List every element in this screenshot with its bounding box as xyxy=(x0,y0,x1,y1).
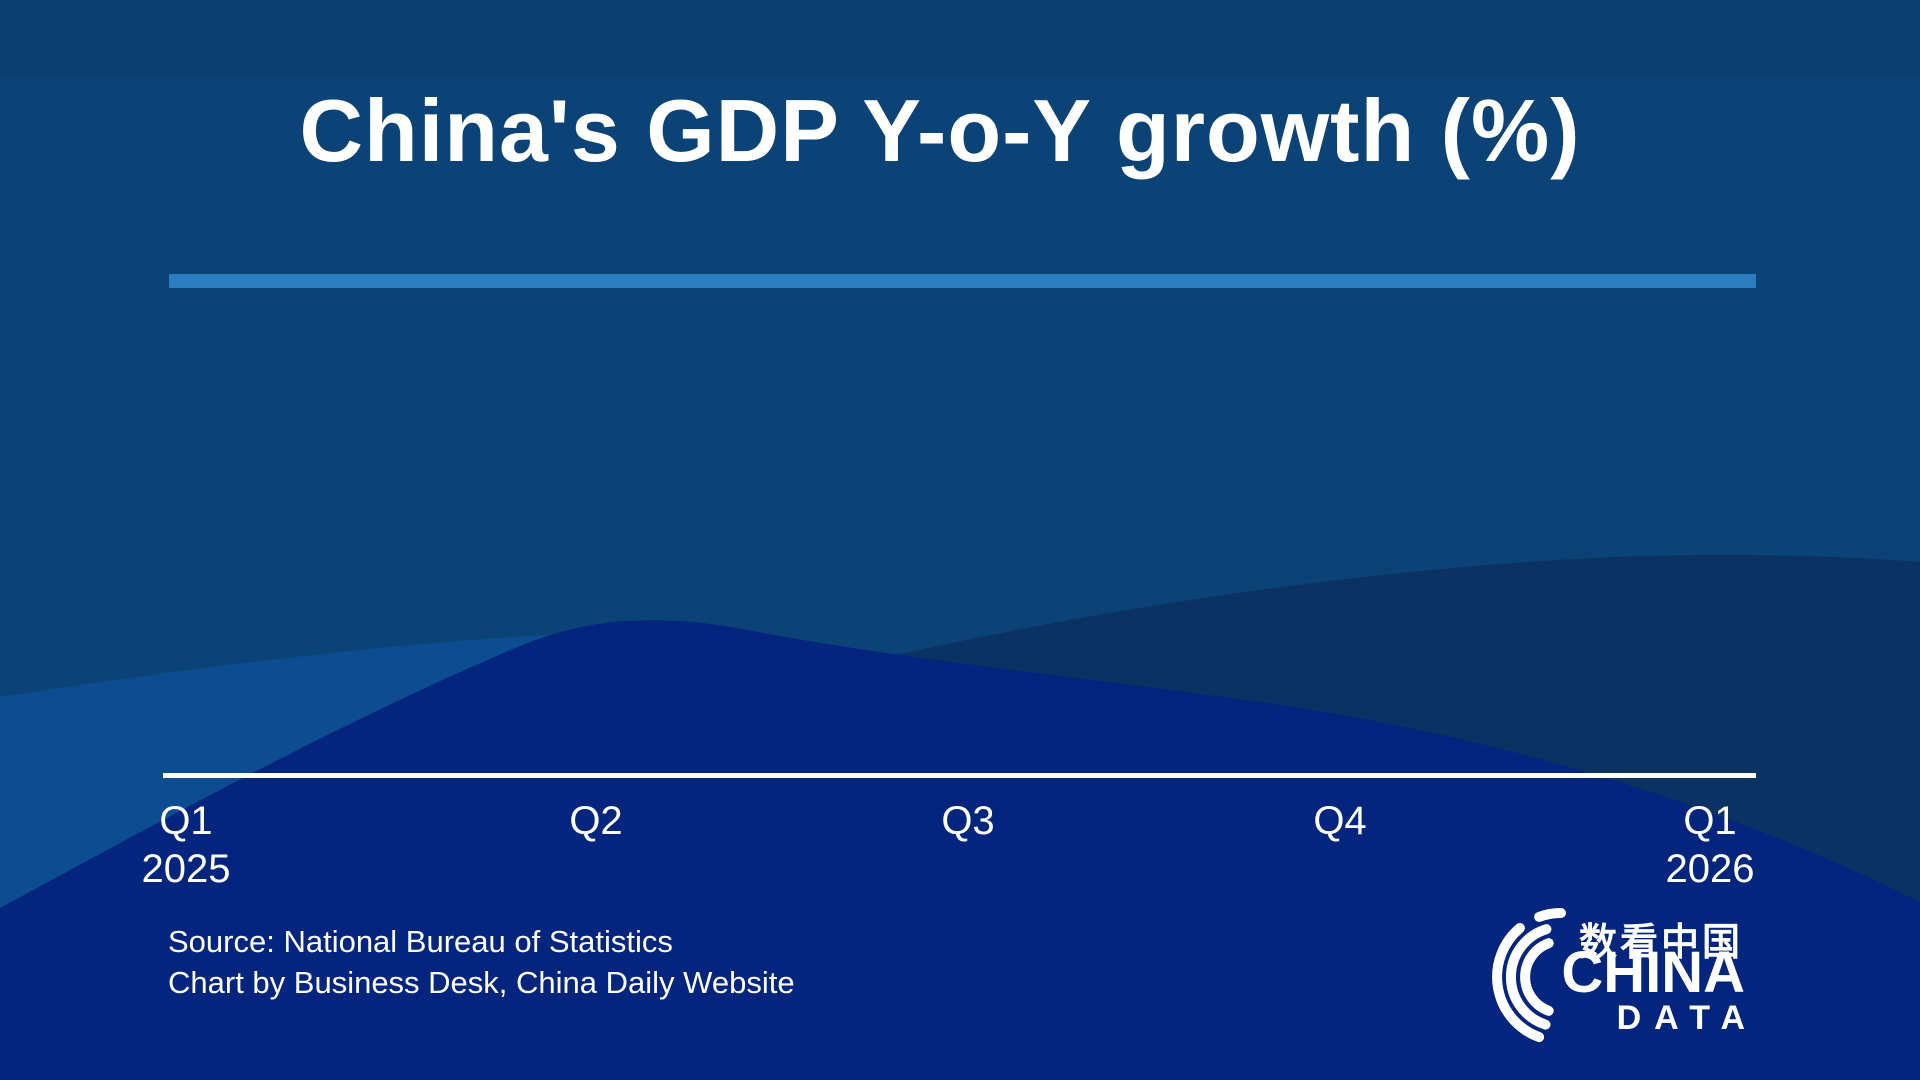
axis-tick-q1-2026: Q1 2026 xyxy=(1590,798,1830,892)
source-attribution: Source: National Bureau of Statistics Ch… xyxy=(168,921,795,1003)
wave-royal-blue xyxy=(0,620,1920,1080)
source-line: Source: National Bureau of Statistics xyxy=(168,924,673,959)
logo-china-text: CHINA xyxy=(1561,940,1745,1005)
axis-tick-quarter-label: Q1 xyxy=(159,799,213,843)
axis-tick-q4: Q4 xyxy=(1220,798,1460,846)
axis-tick-q1-2025: Q1 2025 xyxy=(66,798,306,892)
logo-chinese-text: 数看中国 xyxy=(1578,922,1743,964)
radar-arcs-icon xyxy=(1492,908,1566,1043)
axis-tick-q2: Q2 xyxy=(476,798,716,846)
x-axis-line xyxy=(163,773,1756,778)
logo-data-text: DATA xyxy=(1616,999,1758,1037)
axis-tick-quarter-label: Q3 xyxy=(941,799,995,843)
axis-tick-quarter-label: Q4 xyxy=(1313,799,1367,843)
axis-tick-year-label: 2025 xyxy=(141,847,231,891)
axis-tick-quarter-label: Q1 xyxy=(1683,799,1737,843)
axis-tick-q3: Q3 xyxy=(848,798,1088,846)
credit-line: Chart by Business Desk, China Daily Webs… xyxy=(168,965,795,1000)
title-divider-line xyxy=(169,274,1756,288)
china-data-logo: 数看中国 CHINA DATA xyxy=(1483,895,1745,1070)
background-top-band xyxy=(0,0,1920,78)
page-title: China's GDP Y-o-Y growth (%) xyxy=(299,81,1581,180)
axis-tick-year-label: 2026 xyxy=(1665,847,1755,891)
axis-tick-quarter-label: Q2 xyxy=(569,799,623,843)
